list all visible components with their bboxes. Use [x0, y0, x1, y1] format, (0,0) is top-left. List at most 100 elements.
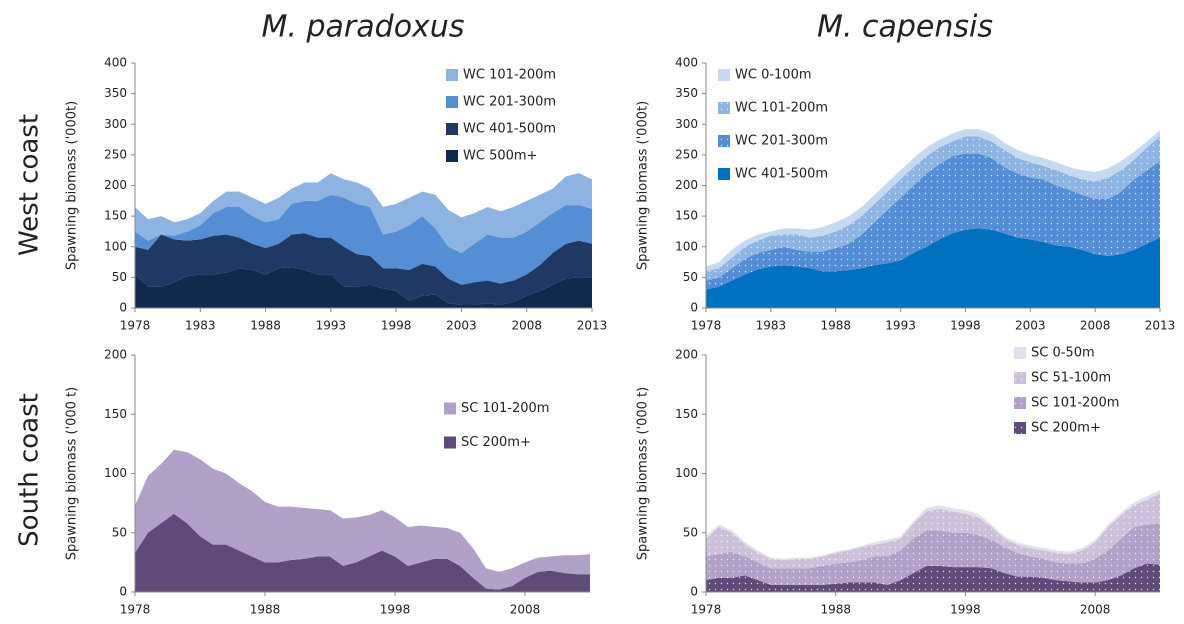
area	[706, 136, 1160, 281]
y-tick-label: 200	[675, 348, 698, 362]
x-tick-label: 1983	[756, 319, 787, 333]
y-axis-label: Spawning biomass ('000t)	[65, 101, 80, 270]
area	[135, 513, 590, 592]
column-title: M. capensis	[817, 10, 993, 45]
legend-label: WC 101-200m	[735, 101, 828, 116]
y-tick-label: 100	[675, 239, 698, 253]
y-tick-label: 50	[683, 270, 698, 284]
legend-label: SC 0-50m	[1031, 346, 1095, 361]
x-tick-label: 1988	[250, 603, 281, 617]
x-tick-label: 2003	[446, 319, 477, 333]
y-tick-label: 300	[675, 117, 698, 131]
y-tick-label: 100	[104, 239, 127, 253]
y-axis-label: Spawning biomass ('000 t)	[636, 387, 651, 560]
legend-label: WC 500m+	[463, 149, 537, 164]
y-axis-label: Spawning biomass ('000t)	[636, 101, 651, 270]
y-tick-label: 100	[675, 466, 698, 480]
y-tick-label: 150	[104, 407, 127, 421]
y-tick-label: 0	[119, 585, 127, 599]
x-tick-label: 1983	[185, 319, 216, 333]
legend-swatch	[1014, 422, 1026, 434]
x-tick-label: 2008	[1080, 603, 1111, 617]
legend-swatch	[444, 436, 456, 449]
x-tick-label: 1988	[250, 319, 281, 333]
y-tick-label: 250	[104, 147, 127, 161]
y-tick-label: 0	[690, 585, 698, 599]
y-tick-label: 150	[104, 209, 127, 223]
x-tick-label: 2008	[511, 319, 542, 333]
legend-swatch	[446, 96, 458, 108]
x-tick-label: 1978	[120, 603, 151, 617]
legend-swatch	[444, 402, 456, 415]
legend-label: WC 401-500m	[463, 122, 556, 137]
y-tick-label: 0	[690, 301, 698, 315]
area	[706, 523, 1160, 585]
x-tick-label: 1993	[316, 319, 347, 333]
x-tick-label: 2003	[1015, 319, 1046, 333]
area	[706, 228, 1160, 308]
area	[135, 449, 590, 590]
y-tick-label: 200	[104, 178, 127, 192]
legend-swatch	[446, 123, 458, 135]
legend-label: SC 51-100m	[1031, 371, 1111, 386]
legend-label: WC 101-200m	[463, 68, 556, 83]
area	[135, 173, 592, 253]
x-tick-label: 1978	[691, 603, 722, 617]
legend-swatch	[1014, 397, 1026, 409]
x-tick-label: 1998	[950, 603, 981, 617]
y-tick-label: 50	[683, 525, 698, 539]
x-tick-label: 2008	[510, 603, 541, 617]
x-tick-label: 1998	[380, 603, 411, 617]
legend-swatch	[718, 102, 730, 114]
column-title: M. paradoxus	[262, 10, 465, 45]
legend-label: WC 401-500m	[735, 167, 828, 182]
y-tick-label: 350	[104, 86, 127, 100]
legend-label: WC 0-100m	[735, 68, 812, 83]
legend-swatch	[1014, 372, 1026, 384]
legend-label: SC 200m+	[461, 435, 531, 450]
y-tick-label: 100	[104, 466, 127, 480]
x-tick-label: 2008	[1080, 319, 1111, 333]
y-tick-label: 350	[675, 86, 698, 100]
x-tick-label: 1988	[820, 603, 851, 617]
x-tick-label: 1988	[820, 319, 851, 333]
y-tick-label: 250	[675, 147, 698, 161]
legend-swatch	[446, 150, 458, 162]
y-tick-label: 300	[104, 117, 127, 131]
legend-label: SC 200m+	[1031, 421, 1101, 436]
y-tick-label: 200	[675, 178, 698, 192]
legend-swatch	[718, 168, 730, 180]
legend-label: SC 101-200m	[461, 401, 549, 416]
y-axis-label: Spawning biomass ('000 t)	[65, 387, 80, 560]
legend-swatch	[446, 69, 458, 81]
x-tick-label: 1993	[885, 319, 916, 333]
legend-label: SC 101-200m	[1031, 396, 1119, 411]
y-tick-label: 400	[104, 56, 127, 70]
x-tick-label: 1978	[120, 319, 151, 333]
y-tick-label: 150	[675, 209, 698, 223]
y-tick-label: 400	[675, 56, 698, 70]
y-tick-label: 50	[112, 525, 127, 539]
row-title: South coast	[15, 393, 45, 547]
y-tick-label: 50	[112, 270, 127, 284]
x-tick-label: 1998	[950, 319, 981, 333]
row-title: West coast	[15, 114, 45, 256]
x-tick-label: 2013	[1145, 319, 1176, 333]
area	[706, 129, 1160, 272]
legend-swatch	[718, 135, 730, 147]
area	[135, 233, 592, 305]
x-tick-label: 1978	[691, 319, 722, 333]
area	[706, 153, 1160, 290]
x-tick-label: 2013	[577, 319, 608, 333]
area	[135, 266, 592, 308]
area	[135, 194, 592, 285]
y-tick-label: 200	[104, 348, 127, 362]
y-tick-label: 150	[675, 407, 698, 421]
x-tick-label: 1998	[381, 319, 412, 333]
legend-label: WC 201-300m	[463, 95, 556, 110]
legend-swatch	[718, 69, 730, 81]
y-tick-label: 0	[119, 301, 127, 315]
legend-swatch	[1014, 347, 1026, 359]
legend-label: WC 201-300m	[735, 134, 828, 149]
